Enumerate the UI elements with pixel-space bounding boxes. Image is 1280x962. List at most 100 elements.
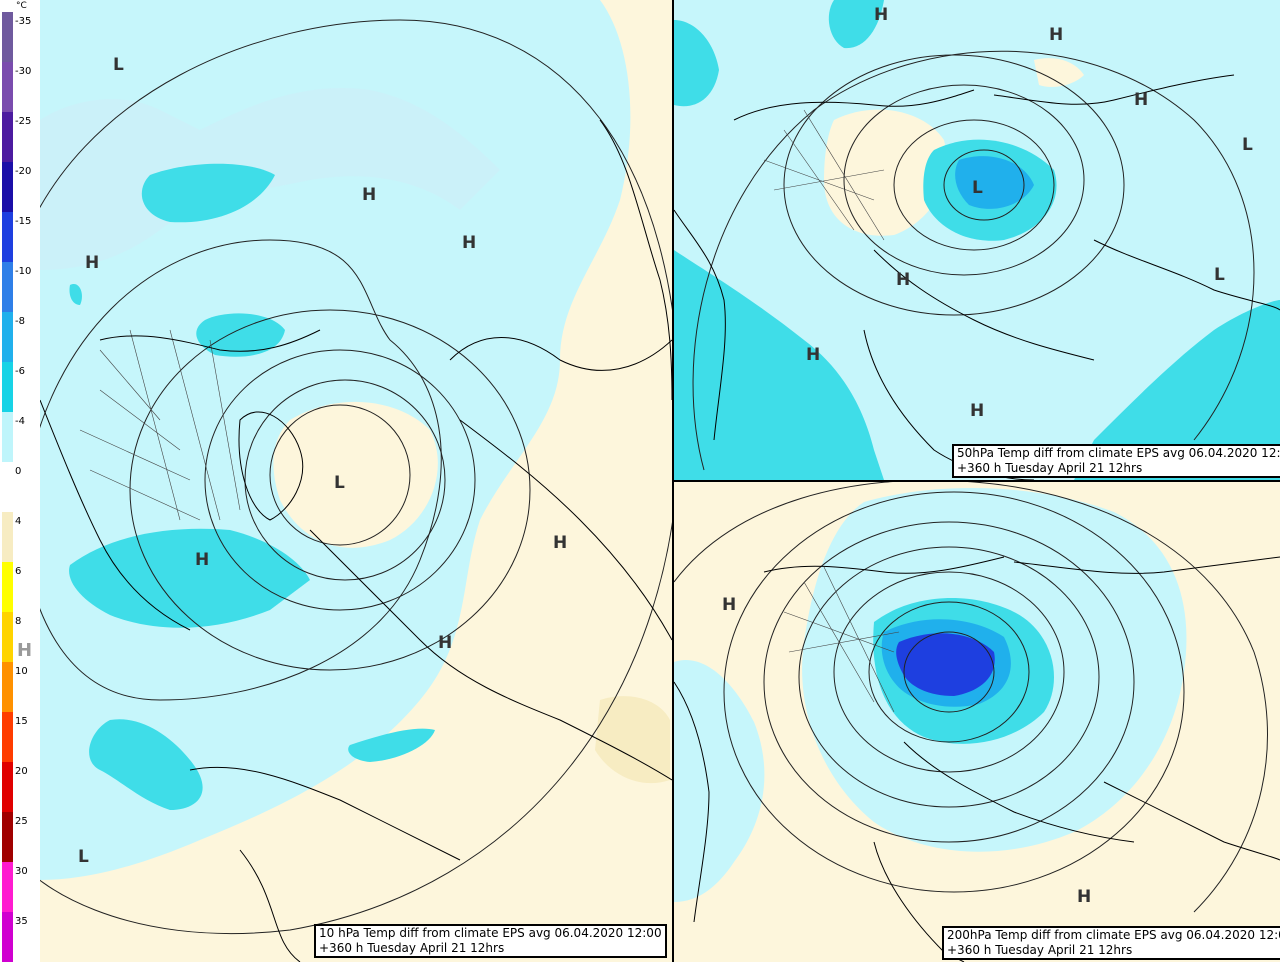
- lat-lon-grid: [79, 329, 241, 521]
- legend-tick-label: 6: [15, 566, 22, 577]
- caption-forecast-time: +360 h Tuesday April 21 12hrs: [947, 943, 1133, 957]
- legend-side-marker: H: [17, 640, 33, 661]
- map-panel-10hpa: L H H H H L H H L 10 hPa Temp diff from …: [40, 0, 674, 962]
- map-50hpa-svg: H H H L L H L H H: [674, 0, 1280, 480]
- map-200hpa-svg: H H: [674, 482, 1280, 962]
- pressure-label: H: [722, 595, 736, 615]
- contour-lines: [40, 19, 672, 935]
- legend-tick-label: 10: [15, 666, 28, 677]
- legend-swatch: [2, 762, 13, 812]
- legend-swatch: [2, 662, 13, 712]
- legend-tick-label: 30: [15, 866, 28, 877]
- lat-lon-grid: [763, 109, 885, 241]
- legend-swatch: [2, 62, 13, 112]
- anomaly-cyan-patch-6: [69, 284, 82, 305]
- legend-tick-label: -15: [15, 216, 32, 227]
- legend-tick-label: -6: [15, 366, 25, 377]
- legend-tick-label: 0: [15, 466, 22, 477]
- lat-lon-grid: [783, 566, 900, 713]
- legend-tick-label: -35: [15, 16, 32, 27]
- legend-swatch: [2, 262, 13, 312]
- anomaly-cyan-patch-5: [1074, 300, 1280, 480]
- caption-title: 50hPa Temp diff from climate EPS avg 06.…: [957, 446, 1280, 460]
- pressure-label: L: [113, 55, 124, 75]
- map-10hpa-svg: L H H H H L H H L: [40, 0, 672, 962]
- coastlines: [674, 556, 1280, 962]
- legend-tick-label: 35: [15, 916, 28, 927]
- anomaly-warm-patch: [1034, 58, 1084, 87]
- pressure-label: H: [195, 550, 209, 570]
- anomaly-cyan-patch-3: [69, 528, 311, 628]
- pressure-label: H: [362, 185, 376, 205]
- pressure-label: H: [874, 5, 888, 25]
- legend-tick-label: -4: [15, 416, 25, 427]
- anomaly-cyan-patch-4: [89, 719, 203, 810]
- pressure-label: L: [1214, 265, 1225, 285]
- legend-swatch: [2, 412, 13, 462]
- pressure-label: H: [896, 270, 910, 290]
- anomaly-neutral-core: [273, 401, 438, 548]
- temperature-color-legend: °C H -35 -30 -25 -20 -15 -10 -8 -6 -4 0 4 6 8 10 15 20 2…: [0, 0, 41, 962]
- pressure-label: H: [1077, 887, 1091, 907]
- legend-tick-label: -30: [15, 66, 32, 77]
- caption-title: 200hPa Temp diff from climate EPS avg 06…: [947, 928, 1280, 942]
- legend-swatch: [2, 862, 13, 912]
- map-panel-50hpa: H H H L L H L H H 50hPa Temp diff from c…: [674, 0, 1280, 482]
- pressure-label: L: [78, 847, 89, 867]
- coastlines: [40, 119, 672, 962]
- legend-tick-label: 15: [15, 716, 28, 727]
- pressure-label: L: [1242, 135, 1253, 155]
- anomaly-light-cyan-west: [674, 660, 765, 902]
- legend-swatch: [2, 162, 13, 212]
- legend-swatch: [2, 562, 13, 612]
- map-panel-200hpa: H H 200hPa Temp diff from climate EPS av…: [674, 482, 1280, 962]
- legend-unit-label: °C: [16, 1, 27, 11]
- legend-swatch: [2, 112, 13, 162]
- legend-tick-label: -25: [15, 116, 32, 127]
- legend-tick-label: 25: [15, 816, 28, 827]
- caption-forecast-time: +360 h Tuesday April 21 12hrs: [957, 461, 1143, 475]
- legend-swatch: [2, 512, 13, 562]
- pressure-label: H: [553, 533, 567, 553]
- legend-tick-label: 20: [15, 766, 28, 777]
- pressure-label: H: [1134, 90, 1148, 110]
- legend-tick-label: 4: [15, 516, 22, 527]
- legend-swatch: [2, 12, 13, 62]
- legend-swatch: [2, 312, 13, 362]
- legend-tick-label: -10: [15, 266, 32, 277]
- pressure-label: H: [1049, 25, 1063, 45]
- anomaly-cyan-patch-2: [196, 313, 285, 357]
- legend-swatch: [2, 912, 13, 962]
- legend-swatch: [2, 812, 13, 862]
- pressure-label: H: [438, 633, 452, 653]
- anomaly-blue-core: [955, 156, 1034, 209]
- caption-forecast-time: +360 h Tuesday April 21 12hrs: [319, 941, 505, 955]
- map-caption-200hpa: 200hPa Temp diff from climate EPS avg 06…: [942, 926, 1280, 960]
- anomaly-cyan-patch-2: [828, 0, 884, 49]
- legend-tick-label: -8: [15, 316, 25, 327]
- legend-tick-label: -20: [15, 166, 32, 177]
- legend-tick-label: 8: [15, 616, 22, 627]
- map-caption-10hpa: 10 hPa Temp diff from climate EPS avg 06…: [314, 924, 667, 958]
- pressure-label: H: [970, 401, 984, 421]
- anomaly-cyan-patch-1: [674, 20, 719, 107]
- anomaly-cyan-patch-1: [141, 163, 275, 223]
- contour-lines: [692, 50, 1255, 471]
- anomaly-cyan-patch-4: [674, 250, 884, 480]
- anomaly-warm-patch: [595, 696, 670, 784]
- contour-lines: [674, 482, 1268, 913]
- legend-swatch: [2, 712, 13, 762]
- pressure-label: H: [462, 233, 476, 253]
- pressure-label: H: [85, 253, 99, 273]
- legend-swatch: [2, 362, 13, 412]
- legend-swatch: [2, 212, 13, 262]
- pressure-label: L: [972, 178, 983, 198]
- legend-swatch: [2, 462, 13, 512]
- anomaly-cyan-patch-5: [348, 728, 435, 762]
- pressure-label: L: [334, 473, 345, 493]
- anomaly-deep-blue: [896, 633, 995, 696]
- pressure-label: H: [806, 345, 820, 365]
- legend-swatch: [2, 612, 13, 662]
- caption-title: 10 hPa Temp diff from climate EPS avg 06…: [319, 926, 662, 940]
- coastlines: [674, 74, 1280, 480]
